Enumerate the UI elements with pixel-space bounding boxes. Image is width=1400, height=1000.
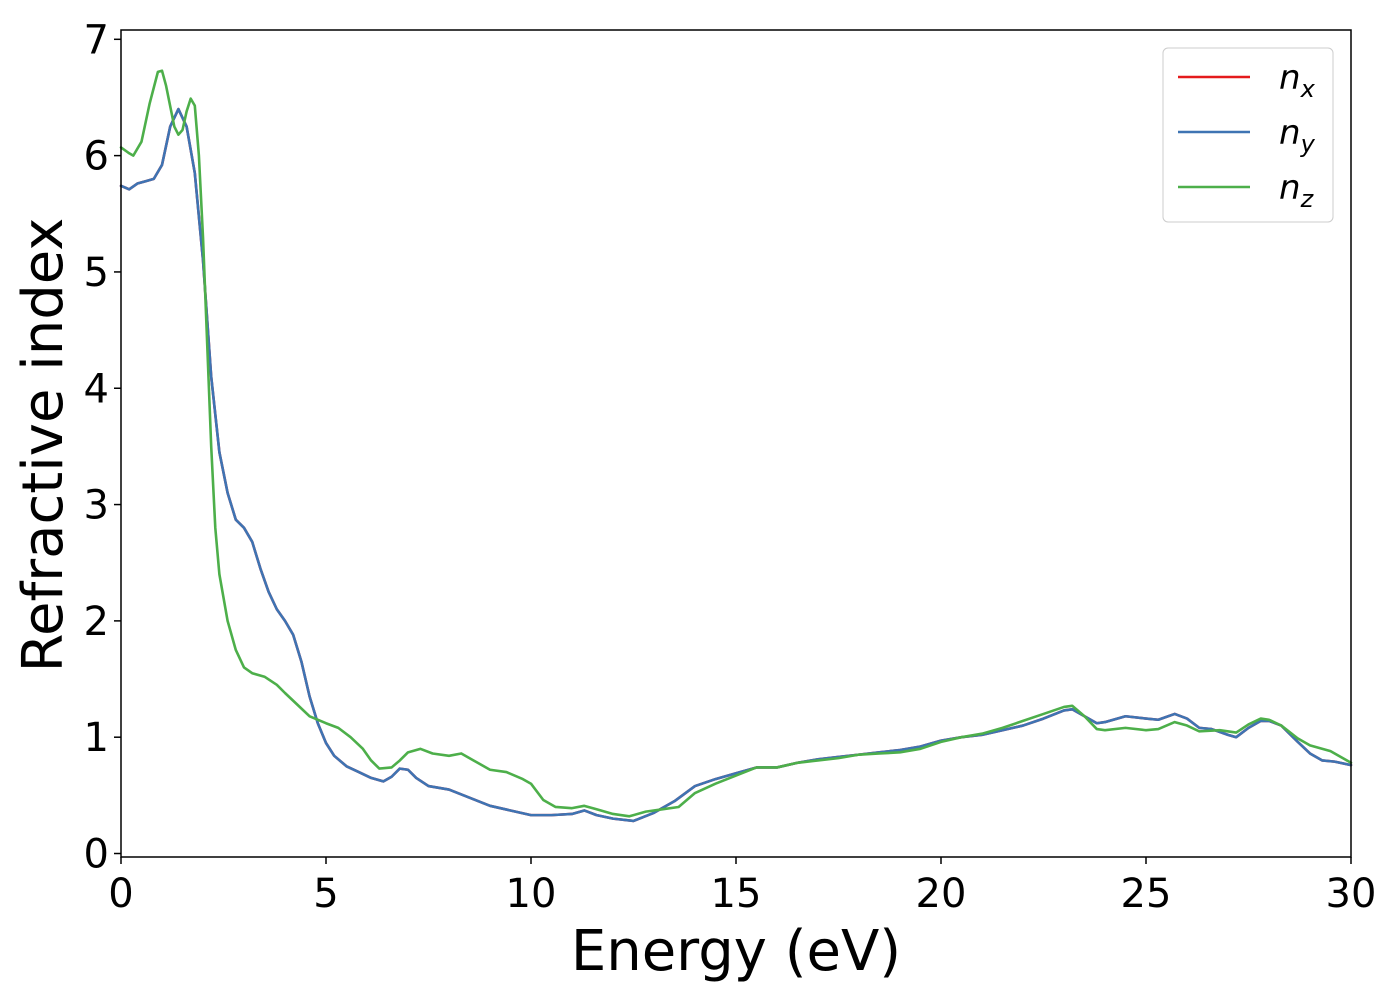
x-axis-ticks: 0 5 10 15 20 25 30 (108, 857, 1376, 917)
x-tick-label: 30 (1326, 871, 1377, 917)
y-tick-label: 1 (84, 715, 109, 761)
x-axis-title: Energy (eV) (571, 919, 901, 984)
y-tick-label: 5 (84, 250, 109, 296)
plot-lines (119, 69, 1353, 823)
x-tick-label: 10 (506, 871, 557, 917)
y-tick-label: 2 (84, 599, 109, 645)
legend-label-base: n (1279, 58, 1301, 98)
x-tick-label: 25 (1121, 871, 1172, 917)
y-tick-label: 7 (84, 17, 109, 63)
y-axis-ticks: 0 1 2 3 4 5 6 7 (84, 17, 121, 878)
legend-label-subscript: x (1300, 75, 1316, 103)
x-tick-label: 20 (916, 871, 967, 917)
legend-label-subscript: y (1300, 130, 1316, 158)
x-tick-label: 15 (711, 871, 762, 917)
legend-label-ny: ny (1279, 113, 1316, 158)
series-line-nz (119, 69, 1353, 818)
y-tick-label: 6 (84, 134, 109, 180)
x-tick-label: 5 (313, 871, 338, 917)
legend-label-nz: nz (1279, 168, 1315, 213)
y-tick-label: 4 (84, 366, 109, 412)
legend-label-base: n (1279, 113, 1301, 153)
legend-label-nx: nx (1279, 58, 1316, 103)
legend-box (1162, 47, 1334, 223)
series-line-ny (119, 107, 1353, 823)
y-tick-label: 3 (84, 483, 109, 529)
legend-label-subscript: z (1300, 185, 1315, 213)
y-tick-label: 0 (84, 832, 109, 878)
legend-label-base: n (1279, 168, 1301, 208)
y-axis-title: Refractive index (11, 218, 76, 673)
x-tick-label: 0 (108, 871, 133, 917)
